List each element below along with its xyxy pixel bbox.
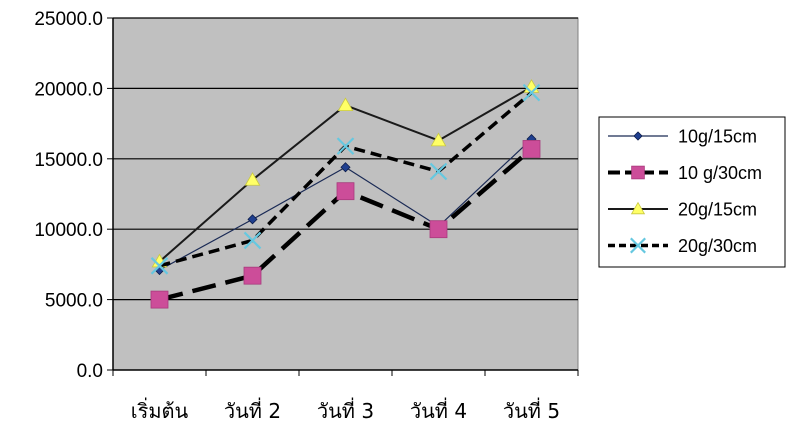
series-4 [150,83,541,275]
data-point [522,83,541,102]
axes [112,18,578,371]
data-point [336,137,355,155]
x-tick-label: วันที่ 3 [317,397,374,423]
data-point [150,257,169,275]
y-tick-label: 0.0 [77,361,103,382]
data-point [429,162,448,181]
y-axis-ticks: 0.0 5000.0 10000.0 15000.0 20000.0 25000.0 [34,9,113,382]
legend-box [598,116,786,268]
x-axis-ticks: เริ่มต้น วันที่ 2 วันที่ 3 วันที่ 4 วันที่ 5 [112,370,579,423]
data-point [247,214,258,225]
y-tick-label: 20000.0 [34,79,103,100]
legend-label: 20g/30cm [678,236,757,256]
y-tick-label: 15000.0 [34,150,103,171]
legend-label: 10g/15cm [678,127,757,147]
data-point [522,140,541,158]
y-tick-label: 5000.0 [45,291,103,312]
y-tick-label: 10000.0 [34,220,103,241]
data-point [337,97,354,112]
data-point [336,182,355,201]
y-tick-label: 25000.0 [34,9,103,30]
data-point [244,171,261,186]
legend-item: 20g/30cm [608,236,757,256]
legend: 10g/15cm 10 g/30cm 20g/15cm 20g/30cm [598,116,786,268]
data-point [430,132,447,147]
series-2 [150,140,541,309]
legend-marker [633,131,643,141]
series-group [150,79,541,309]
legend-item: 10g/15cm [608,127,757,147]
legend-item: 20g/15cm [608,200,757,220]
legend-marker [630,201,646,215]
x-tick-label: วันที่ 4 [410,397,467,423]
legend-label: 10 g/30cm [678,163,762,183]
x-tick-label: วันที่ 5 [503,397,560,423]
legend-item: 10 g/30cm [608,163,762,183]
gridlines [113,17,578,301]
legend-label: 20g/15cm [678,200,757,220]
data-point [243,266,262,285]
data-point [150,290,169,309]
x-tick-label: เริ่มต้น [131,397,189,423]
legend-marker [631,165,645,180]
data-point [340,162,351,173]
x-tick-label: วันที่ 2 [224,397,281,423]
data-point [429,220,448,239]
legend-marker [630,237,646,254]
data-point [243,231,262,250]
